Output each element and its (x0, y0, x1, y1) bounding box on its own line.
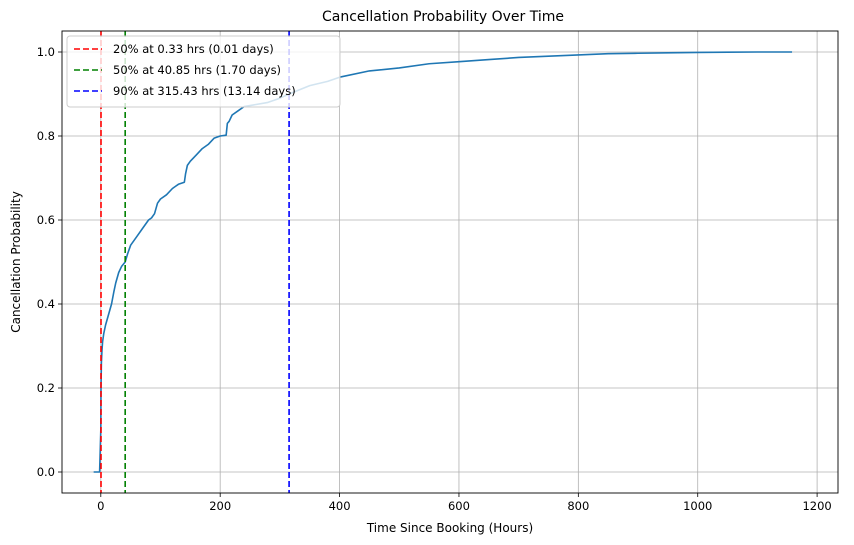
x-tick-label: 0 (97, 499, 104, 513)
y-tick-label: 0.0 (37, 465, 55, 479)
grid (62, 31, 838, 493)
legend-label: 20% at 0.33 hrs (0.01 days) (113, 42, 274, 56)
x-tick-label: 1200 (802, 499, 831, 513)
y-axis-label: Cancellation Probability (9, 191, 23, 333)
y-tick-label: 0.2 (37, 381, 55, 395)
x-tick-label: 200 (209, 499, 231, 513)
cancellation-curve (93, 51, 793, 473)
plot-frame (61, 30, 839, 494)
x-axis: 0 200 400 600 800 1000 1200 (97, 493, 832, 513)
x-tick-label: 1000 (683, 499, 712, 513)
legend-label: 50% at 40.85 hrs (1.70 days) (113, 63, 281, 77)
legend-box (66, 35, 341, 108)
y-tick-label: 0.6 (37, 213, 55, 227)
legend: 20% at 0.33 hrs (0.01 days) 50% at 40.85 … (66, 35, 341, 108)
x-tick-label: 600 (448, 499, 470, 513)
marker-layer (100, 31, 290, 493)
y-tick-label: 1.0 (37, 45, 55, 59)
y-tick-label: 0.4 (37, 297, 55, 311)
y-axis: 0.0 0.2 0.4 0.6 0.8 1.0 (37, 45, 62, 479)
series-layer (93, 51, 793, 473)
y-tick-label: 0.8 (37, 129, 55, 143)
x-tick-label: 400 (329, 499, 351, 513)
x-tick-label: 800 (567, 499, 589, 513)
chart-title: Cancellation Probability Over Time (322, 9, 564, 25)
legend-label: 90% at 315.43 hrs (13.14 days) (113, 84, 296, 98)
x-axis-label: Time Since Booking (Hours) (366, 521, 533, 535)
